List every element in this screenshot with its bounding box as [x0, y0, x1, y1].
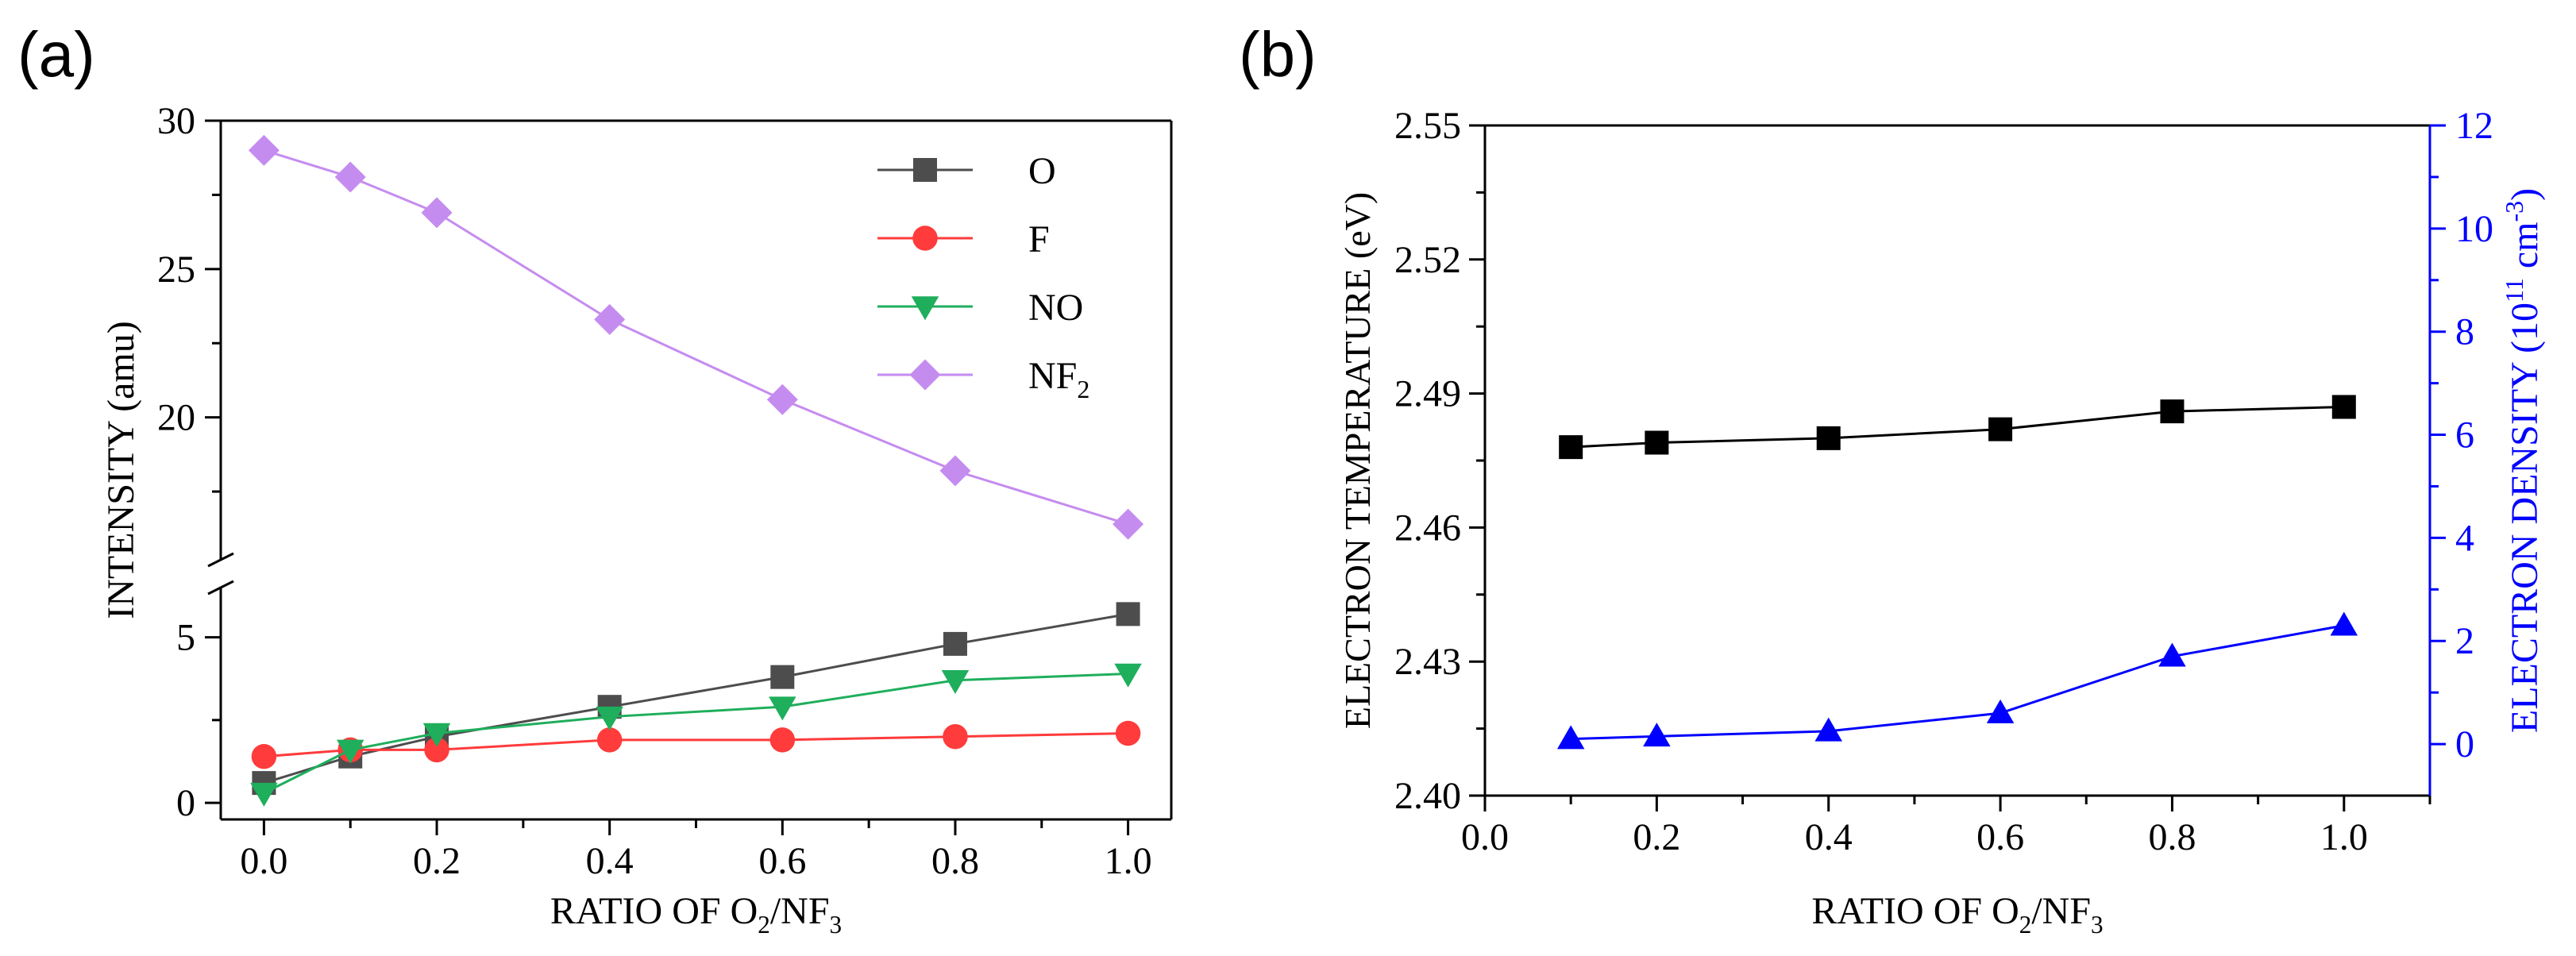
panel-a-x-tick-label: 0.0 — [240, 840, 287, 882]
panel-a-x-tick-label: 1.0 — [1105, 840, 1152, 882]
panel-b-y-right-tick-label: 6 — [2455, 414, 2474, 457]
panel-a-y-tick-label: 25 — [157, 249, 195, 291]
legend-label: F — [1028, 218, 1050, 260]
panel-b-series-line — [1571, 624, 2345, 741]
panel-b-y-right-tick-label: 4 — [2455, 517, 2474, 559]
panel-b-data-point — [2160, 399, 2185, 424]
panel-b-y-right-axis-label: ELECTRON DENSITY (1011 cm-3) — [2500, 188, 2546, 733]
panel-a-data-point — [336, 739, 364, 764]
panel-a-data-point — [943, 723, 968, 750]
legend-label: NO — [1028, 287, 1083, 329]
panel-a-data-point — [941, 670, 970, 695]
panel-b-data-point — [2331, 395, 2356, 419]
panel-b-y-left-tick-label: 2.40 — [1394, 775, 1461, 817]
panel-a-x-axis-label: RATIO OF O2/NF3 — [550, 890, 842, 939]
panel-a-y-tick-label: 20 — [157, 397, 195, 439]
panel-b-data-point — [1643, 723, 1671, 747]
panel-b-data-point — [2330, 611, 2358, 636]
legend-marker — [912, 226, 938, 251]
panel-a-data-point — [422, 723, 451, 747]
legend-marker — [909, 359, 941, 391]
panel-a-series-line — [263, 148, 1129, 526]
panel-a-data-point — [943, 631, 967, 656]
panel-a-data-point — [596, 727, 623, 753]
panel-b-data-point — [1816, 426, 1841, 450]
panel-b-y-left-tick-label: 2.49 — [1394, 373, 1461, 415]
panel-a-chart: 0.0 0.2 0.4 0.6 0.8 1.0 0 5 20 25 30 RATIO OF O2/NF… — [100, 100, 1173, 939]
panel-a-data-point — [334, 161, 366, 193]
panel-b-y-left-tick-label: 2.43 — [1394, 641, 1461, 683]
panel-b-data-point — [1988, 417, 2013, 441]
panel-b-x-tick-label: 0.8 — [2148, 816, 2196, 858]
panel-b-x-axis-label: RATIO OF O2/NF3 — [1811, 890, 2103, 939]
panel-a-y-tick-label: 0 — [176, 782, 195, 824]
panel-a-series-line — [263, 612, 1128, 784]
panel-a-data-point — [421, 197, 453, 229]
panel-b-data-point — [1645, 430, 1669, 455]
panel-b-data-point — [1986, 699, 2015, 723]
panel-a-data-point — [424, 737, 449, 763]
panel-b-y-left-tick-label: 2.55 — [1394, 105, 1461, 147]
panel-a-data-point — [1113, 508, 1144, 540]
panel-b-data-point — [2158, 642, 2186, 667]
panel-b-y-left-axis-label: ELECTRON TEMPERATURE (eV) — [1337, 192, 1378, 729]
panel-a-data-point — [1116, 602, 1140, 626]
panel-a-y-tick-label: 5 — [176, 617, 195, 659]
legend-label: NF2 — [1028, 355, 1089, 403]
panel-a-data-point — [770, 665, 795, 689]
panel-a-data-point — [1114, 663, 1142, 688]
panel-b-series-line — [1571, 405, 2344, 449]
panel-b-y-left-tick-label: 2.46 — [1394, 507, 1461, 549]
panel-a-data-point — [1115, 720, 1141, 746]
panel-b-x-tick-label: 0.2 — [1633, 816, 1680, 858]
panel-a-x-tick-label: 0.4 — [586, 840, 634, 882]
panel-b-data-point — [1556, 725, 1585, 750]
panel-a-data-point — [596, 706, 623, 730]
panel-a-data-point — [594, 303, 626, 335]
panel-b-y-right-tick-label: 12 — [2455, 105, 2493, 147]
panel-a-axis-break-mark — [207, 552, 234, 568]
panel-a-data-point — [769, 727, 796, 753]
panel-a-y-tick-label: 30 — [157, 100, 195, 142]
panel-b-data-point — [1559, 435, 1583, 460]
legend-label: O — [1028, 150, 1056, 192]
panel-a-data-point — [766, 384, 798, 415]
panel-b-label: (b) — [1239, 19, 1317, 90]
panel-a-data-point — [939, 455, 971, 487]
legend-marker — [911, 296, 939, 321]
panel-b-x-tick-label: 0.4 — [1805, 816, 1853, 858]
panel-b-x-tick-label: 1.0 — [2320, 816, 2368, 858]
panel-b-y-right-tick-label: 10 — [2455, 208, 2493, 250]
panel-b-y-right-tick-label: 8 — [2455, 311, 2474, 353]
panel-a-data-point — [769, 696, 796, 721]
panel-a-x-tick-label: 0.8 — [931, 840, 979, 882]
panel-b-y-right-tick-label: 0 — [2455, 723, 2474, 765]
panel-a-x-tick-label: 0.6 — [758, 840, 806, 882]
panel-a-data-point — [251, 743, 277, 769]
panel-b-x-tick-label: 0.0 — [1461, 816, 1509, 858]
panel-b-chart: 0.0 0.2 0.4 0.6 0.8 1.0 2.40 2.43 2.46 2.49 2.52 2.… — [1337, 105, 2546, 939]
panel-a-axis-break-mark — [207, 580, 234, 596]
panel-a-y-axis-label: INTENSITY (amu) — [100, 321, 142, 619]
panel-a-series-line — [264, 732, 1128, 758]
panel-b-y-right-tick-label: 2 — [2455, 620, 2474, 662]
panel-a-data-point — [248, 134, 280, 166]
panel-a-label: (a) — [17, 19, 95, 90]
legend-marker — [913, 158, 937, 182]
panel-a-x-tick-label: 0.2 — [413, 840, 461, 882]
panel-b-y-left-tick-label: 2.52 — [1394, 239, 1461, 281]
panel-b-x-tick-label: 0.6 — [1976, 816, 2024, 858]
panel-a-data-point — [250, 782, 278, 807]
panel-b-data-point — [1814, 717, 1842, 742]
